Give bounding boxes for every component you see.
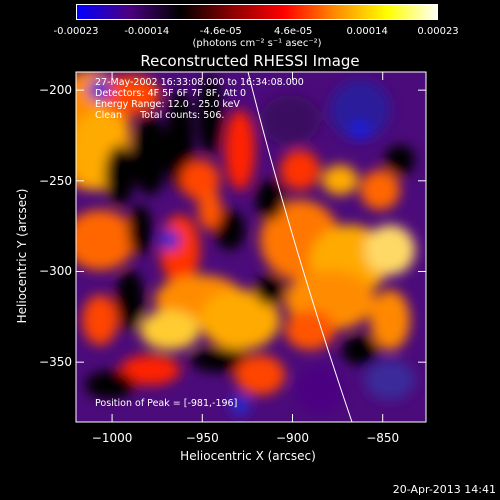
y-tick-label: −300 [39, 264, 72, 279]
heatmap-blob [105, 145, 135, 205]
x-tick-label: −850 [366, 431, 400, 445]
heatmap-blob [160, 215, 200, 285]
y-axis-label: Heliocentric Y (arcsec) [15, 188, 29, 324]
heatmap-blob [255, 275, 285, 305]
colorbar-tick-label: 4.6e-05 [273, 26, 313, 37]
heatmap-blob [128, 205, 152, 255]
heatmap-blob [342, 335, 378, 365]
heatmap-blob [295, 365, 345, 415]
heatmap-blob [132, 115, 168, 195]
heatmap-blob [140, 310, 200, 350]
heatmap-blob [76, 210, 135, 270]
chart-title: Reconstructed RHESSI Image [140, 52, 360, 70]
y-tick-label: −350 [39, 355, 72, 370]
x-tick-label: −900 [276, 431, 309, 445]
x-axis-label: Heliocentric X (arcsec) [180, 449, 316, 463]
heatmap-blob [190, 348, 250, 372]
plot-frame [75, 71, 427, 423]
heatmap-blob [260, 95, 320, 145]
heatmap-blob [100, 75, 160, 115]
heatmap-blob [385, 145, 415, 175]
heatmap-blob [198, 190, 222, 230]
annotation-peak: Position of Peak = [-981,-196] [95, 398, 238, 409]
heatmap-blob [120, 355, 180, 385]
x-tick-label: −950 [185, 431, 219, 445]
colorbar-tick-label: 0.00023 [417, 26, 459, 37]
heatmap-blob [285, 310, 335, 350]
heatmap-blob [200, 290, 280, 350]
colorbar-gradient [77, 5, 437, 19]
y-tick-label: −250 [39, 173, 72, 188]
heatmap-blob [360, 170, 400, 210]
heatmap-blob [322, 165, 358, 195]
solar-limb [247, 72, 353, 422]
colorbar-tick-label: 0.00014 [346, 26, 388, 37]
heatmap-blob [280, 150, 320, 190]
heatmap-blob [370, 290, 410, 350]
heatmap-blob [116, 270, 144, 330]
colorbar [76, 4, 438, 20]
heatmap-blob [256, 180, 284, 220]
colorbar-tick-label: -0.00014 [124, 26, 170, 37]
heatmap-blob [85, 371, 135, 399]
heatmap-blob [225, 110, 255, 190]
heatmap-blob [365, 360, 415, 400]
heatmap-blob [88, 80, 112, 100]
colorbar-tick-label: -4.6e-05 [199, 26, 242, 37]
heatmap-blob [82, 295, 118, 345]
timestamp: 20-Apr-2013 14:41 [392, 483, 496, 496]
heatmap-blob [198, 75, 222, 155]
annotation-clean: Clean Total counts: 506. [95, 110, 225, 121]
heatmap-blob [330, 80, 390, 140]
annotation-detectors: Detectors: 4F 5F 6F 7F 8F, Att 0 [95, 88, 247, 99]
heatmap-blob [160, 230, 180, 250]
heatmap-blob [215, 210, 245, 250]
colorbar-tick-label: -0.00023 [53, 26, 99, 37]
heatmap-blob [350, 120, 370, 140]
y-tick-label: −200 [39, 83, 72, 98]
heatmap-blob [230, 395, 250, 415]
annotation-time: 27-May-2002 16:33:08.000 to 16:34:08.000 [95, 77, 304, 88]
annotation-energy: Energy Range: 12.0 - 25.0 keV [95, 99, 240, 110]
heatmap-blob [235, 355, 285, 395]
x-tick-label: −1000 [91, 431, 133, 445]
colorbar-units: (photons cm⁻² s⁻¹ asec⁻²) [192, 38, 322, 49]
heatmap-blob [365, 225, 415, 275]
